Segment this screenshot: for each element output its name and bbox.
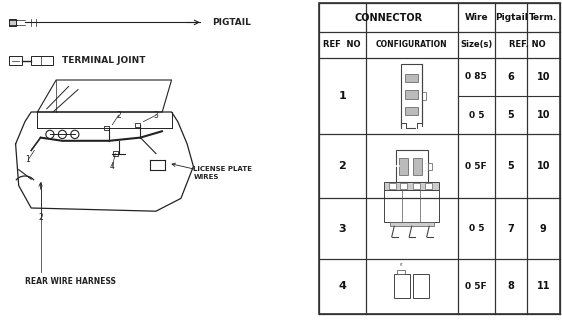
Bar [413, 183, 420, 189]
Text: 10: 10 [537, 72, 550, 82]
Bar [401, 64, 422, 128]
Text: 3: 3 [153, 111, 158, 120]
Bar [10, 19, 16, 26]
Text: 4: 4 [338, 281, 346, 292]
Text: 1: 1 [26, 156, 30, 164]
Text: 2: 2 [338, 161, 346, 172]
Text: 8: 8 [507, 281, 515, 292]
Text: 0 5F: 0 5F [465, 282, 487, 291]
Text: 3: 3 [338, 224, 346, 234]
Bar [396, 150, 428, 182]
Bar [103, 126, 108, 130]
Bar [384, 190, 439, 222]
Bar [400, 183, 407, 189]
Bar [135, 123, 140, 127]
Bar [390, 222, 433, 226]
Text: Pigtail: Pigtail [495, 13, 528, 22]
Text: 0 85: 0 85 [465, 72, 487, 81]
Bar [405, 107, 418, 115]
Text: REF  NO: REF NO [323, 40, 361, 49]
Text: 5: 5 [507, 161, 514, 172]
Bar [31, 56, 53, 65]
Bar [428, 163, 432, 170]
Bar [400, 158, 409, 175]
Text: Term.: Term. [529, 13, 558, 22]
Text: 6: 6 [507, 72, 514, 82]
Bar [405, 90, 418, 99]
Bar [394, 274, 410, 298]
Bar [10, 56, 22, 65]
Text: 2: 2 [38, 213, 43, 222]
Text: IT: IT [400, 263, 403, 268]
Text: 5: 5 [507, 110, 514, 120]
Bar [422, 92, 426, 100]
Text: LICENSE PLATE
WIRES: LICENSE PLATE WIRES [193, 166, 252, 180]
Text: 10: 10 [537, 110, 550, 120]
Text: REF. NO: REF. NO [509, 40, 546, 49]
Text: 7: 7 [507, 224, 514, 234]
Text: 0 5: 0 5 [469, 224, 484, 233]
Bar [113, 151, 118, 156]
Text: 0 5F: 0 5F [465, 162, 487, 171]
Text: 11: 11 [537, 281, 550, 292]
Text: REAR WIRE HARNESS: REAR WIRE HARNESS [25, 277, 116, 286]
Text: PIGTAIL: PIGTAIL [212, 18, 251, 27]
Text: 9: 9 [540, 224, 547, 234]
Bar [397, 269, 405, 274]
Text: 2: 2 [116, 111, 121, 120]
Bar [389, 183, 396, 189]
Text: 4: 4 [110, 162, 115, 171]
Text: Size(s): Size(s) [460, 40, 492, 49]
Bar [405, 74, 418, 82]
Text: CONNECTOR: CONNECTOR [354, 12, 422, 23]
Bar [413, 274, 429, 298]
Bar [413, 158, 423, 175]
Text: CONFIGURATION: CONFIGURATION [376, 40, 447, 49]
Bar [425, 183, 433, 189]
Text: 0 5: 0 5 [469, 111, 484, 120]
Bar [384, 182, 439, 190]
Text: TERMINAL JOINT: TERMINAL JOINT [62, 56, 146, 65]
Text: 10: 10 [537, 161, 550, 172]
Text: 1: 1 [338, 91, 346, 101]
Text: Wire: Wire [464, 13, 488, 22]
